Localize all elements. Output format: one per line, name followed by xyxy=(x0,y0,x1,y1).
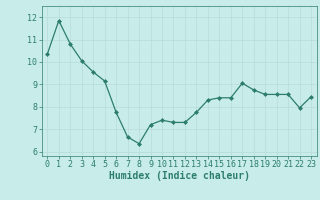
X-axis label: Humidex (Indice chaleur): Humidex (Indice chaleur) xyxy=(109,171,250,181)
